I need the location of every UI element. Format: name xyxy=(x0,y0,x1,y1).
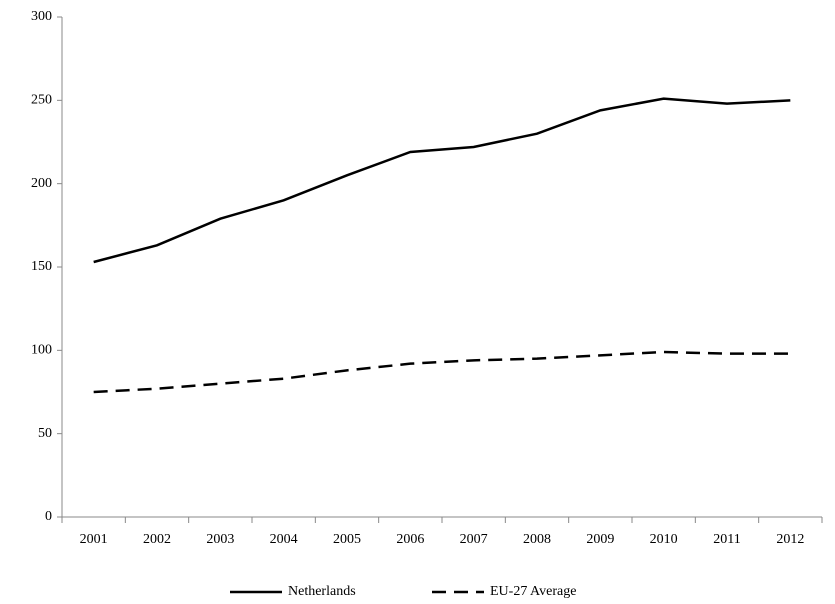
x-tick-label: 2011 xyxy=(713,532,740,547)
x-tick-label: 2005 xyxy=(333,532,361,547)
x-tick-label: 2004 xyxy=(270,532,298,547)
y-tick-label: 0 xyxy=(45,509,52,524)
y-tick-label: 100 xyxy=(31,343,52,358)
series-line xyxy=(93,350,791,394)
series-line xyxy=(93,97,791,264)
x-tick-label: 2007 xyxy=(460,532,488,547)
y-tick-label: 300 xyxy=(31,9,52,24)
y-tick-label: 200 xyxy=(31,176,52,191)
x-tick-label: 2010 xyxy=(650,532,678,547)
y-tick-label: 250 xyxy=(31,93,52,108)
y-tick-label: 150 xyxy=(31,259,52,274)
x-tick-label: 2008 xyxy=(523,532,551,547)
x-tick-label: 2001 xyxy=(80,532,108,547)
x-tick-label: 2012 xyxy=(776,532,804,547)
legend-label: EU-27 Average xyxy=(490,584,576,599)
x-tick-label: 2006 xyxy=(396,532,424,547)
x-tick-label: 2009 xyxy=(586,532,614,547)
legend-label: Netherlands xyxy=(288,584,356,599)
x-tick-label: 2003 xyxy=(206,532,234,547)
x-tick-label: 2002 xyxy=(143,532,171,547)
y-tick-label: 50 xyxy=(38,426,52,441)
